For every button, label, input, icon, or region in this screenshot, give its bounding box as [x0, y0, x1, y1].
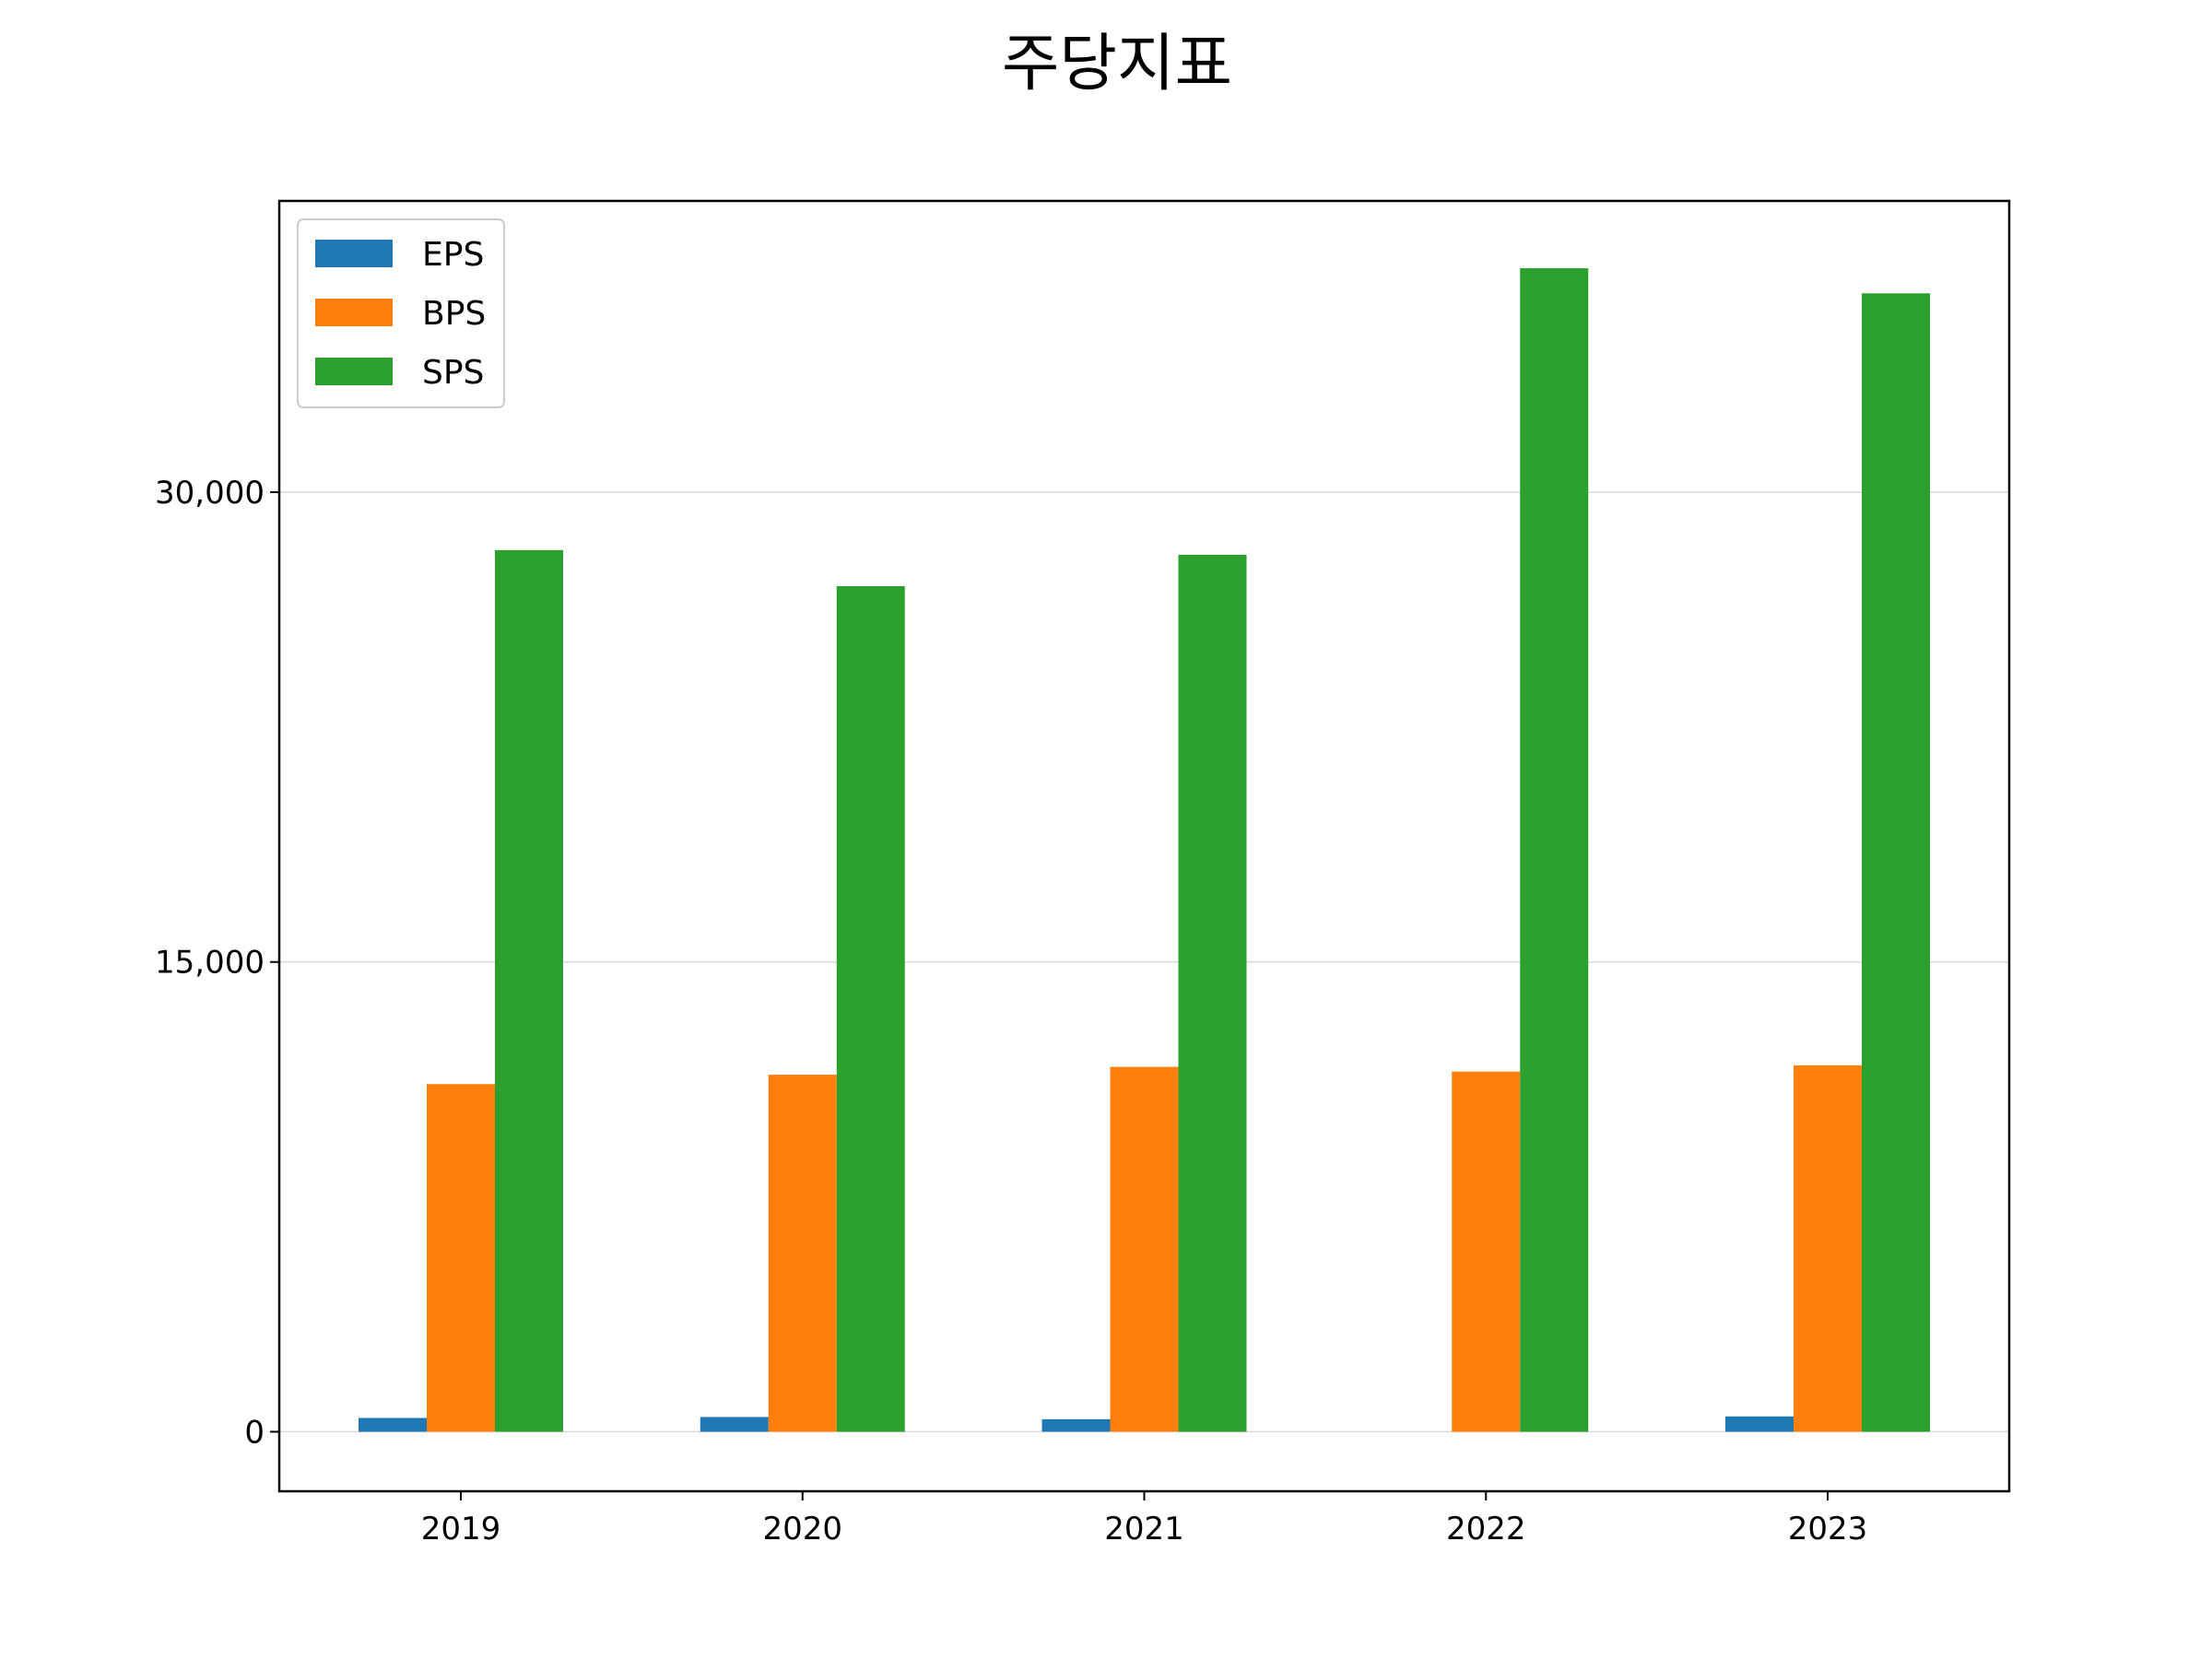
- x-tick-label: 2019: [421, 1511, 501, 1547]
- y-tick-label: 0: [244, 1414, 265, 1451]
- legend-swatch-bps: [315, 299, 393, 326]
- bar-bps: [1794, 1065, 1862, 1432]
- x-tick-label: 2023: [1788, 1511, 1868, 1547]
- bar-sps: [836, 585, 905, 1432]
- legend-label-eps: EPS: [422, 236, 484, 274]
- x-axis: 2019 2020 2021 2022 2023: [421, 1491, 1868, 1547]
- legend-swatch-eps: [315, 240, 393, 267]
- legend-swatch-sps: [315, 358, 393, 385]
- y-axis: 0 15,000 30,000: [155, 475, 279, 1451]
- bar-eps: [700, 1417, 769, 1432]
- bar-sps: [1862, 293, 1930, 1432]
- legend: EPS BPS SPS: [297, 218, 505, 408]
- bar-bps: [1452, 1071, 1521, 1432]
- bar-eps: [359, 1418, 427, 1432]
- y-tick-label: 15,000: [155, 945, 265, 982]
- legend-items: EPS BPS SPS: [315, 236, 486, 392]
- legend-label-sps: SPS: [422, 354, 484, 392]
- x-tick-label: 2021: [1104, 1511, 1184, 1547]
- bar-bps: [768, 1075, 837, 1432]
- bar-bps: [1110, 1066, 1179, 1432]
- bar-eps: [1041, 1418, 1111, 1432]
- chart-title: 주당지표: [1002, 28, 1232, 100]
- x-tick-label: 2022: [1446, 1511, 1526, 1547]
- bar-sps: [1178, 554, 1247, 1432]
- bars: [359, 268, 1930, 1432]
- bar-eps: [1725, 1416, 1794, 1432]
- bar-sps: [495, 549, 563, 1432]
- legend-label-bps: BPS: [422, 295, 486, 333]
- bar-sps: [1520, 268, 1589, 1432]
- x-tick-label: 2020: [762, 1511, 842, 1547]
- bar-bps: [427, 1084, 495, 1432]
- y-tick-label: 30,000: [155, 475, 265, 512]
